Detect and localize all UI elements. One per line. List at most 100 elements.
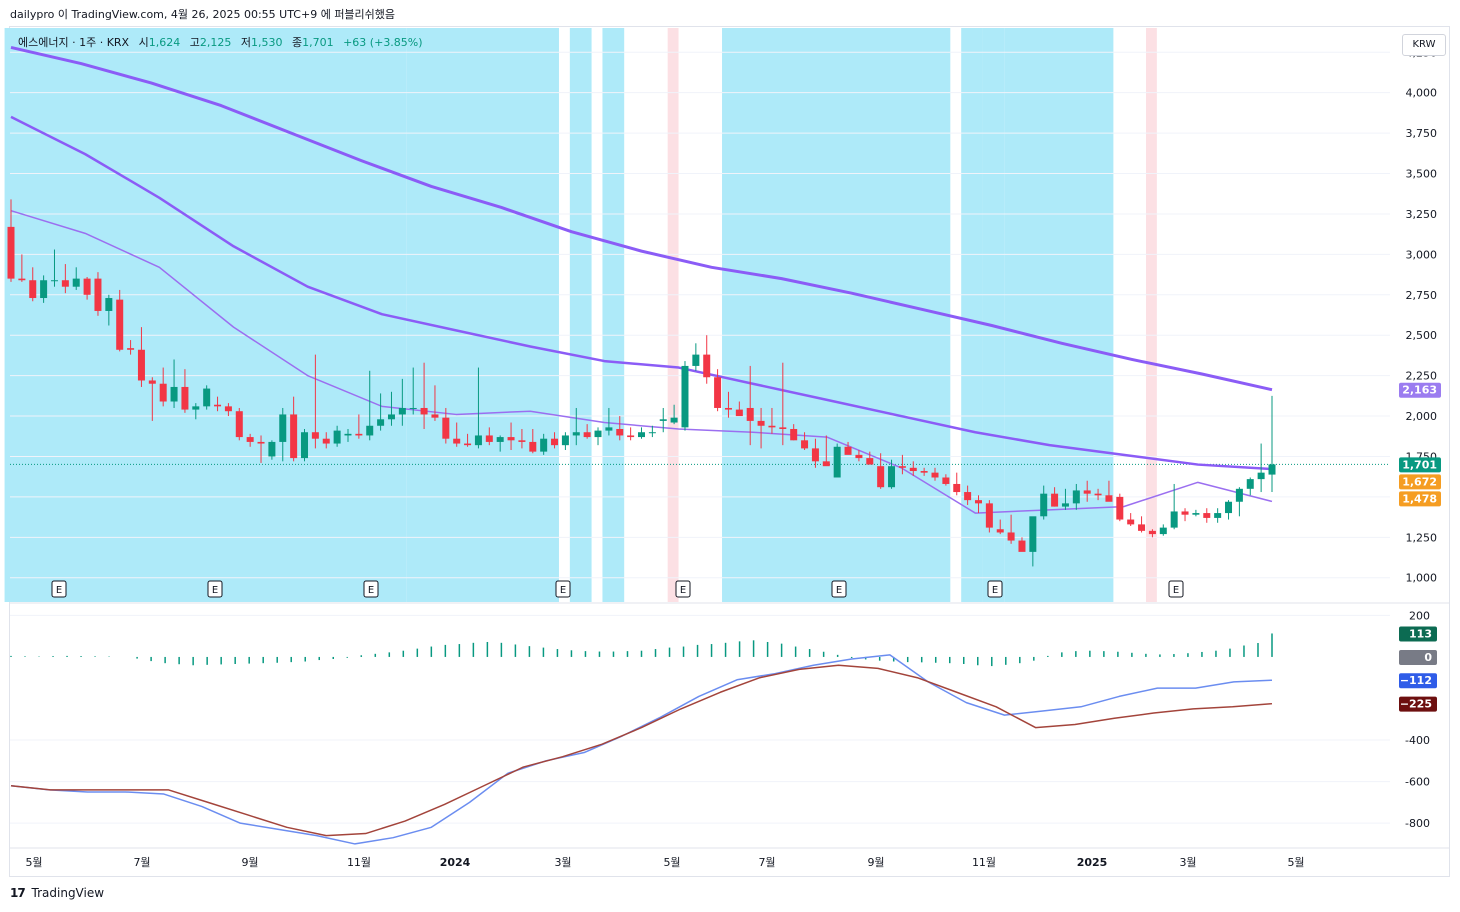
candle-body[interactable] xyxy=(1138,524,1146,531)
candle-body[interactable] xyxy=(279,414,287,442)
candle-body[interactable] xyxy=(931,472,939,478)
earnings-marker-icon[interactable]: E xyxy=(51,580,67,598)
candle-body[interactable] xyxy=(1181,511,1189,515)
candle-body[interactable] xyxy=(72,278,80,287)
candle-body[interactable] xyxy=(1105,495,1113,502)
candle-body[interactable] xyxy=(148,380,156,384)
candle-body[interactable] xyxy=(214,404,222,407)
candle-body[interactable] xyxy=(1257,472,1265,480)
candle-body[interactable] xyxy=(311,432,319,439)
candle-body[interactable] xyxy=(681,365,689,428)
candle-body[interactable] xyxy=(485,435,493,442)
candle-body[interactable] xyxy=(822,461,830,467)
candle-body[interactable] xyxy=(572,432,580,436)
candle-body[interactable] xyxy=(1051,493,1059,507)
candle-body[interactable] xyxy=(344,433,352,436)
candle-body[interactable] xyxy=(1159,527,1167,535)
candle-body[interactable] xyxy=(714,377,722,408)
candle-body[interactable] xyxy=(1170,511,1178,528)
candle-body[interactable] xyxy=(159,383,167,402)
candle-body[interactable] xyxy=(790,428,798,441)
candle-body[interactable] xyxy=(116,299,124,350)
candle-body[interactable] xyxy=(235,411,243,438)
candle-body[interactable] xyxy=(170,386,178,402)
candle-body[interactable] xyxy=(1116,496,1124,520)
candle-body[interactable] xyxy=(1083,490,1091,494)
candle-body[interactable] xyxy=(322,438,330,444)
currency-button[interactable]: KRW xyxy=(1402,34,1446,56)
earnings-marker-icon[interactable]: E xyxy=(987,580,1003,598)
candle-body[interactable] xyxy=(507,437,515,441)
candle-body[interactable] xyxy=(1007,532,1015,541)
candle-body[interactable] xyxy=(29,280,37,299)
candle-body[interactable] xyxy=(1127,519,1135,525)
earnings-marker-icon[interactable]: E xyxy=(363,580,379,598)
candle-body[interactable] xyxy=(1061,503,1069,507)
candle-body[interactable] xyxy=(844,446,852,455)
candle-body[interactable] xyxy=(464,443,472,446)
candle-body[interactable] xyxy=(529,441,537,452)
candle-body[interactable] xyxy=(420,407,428,415)
candle-body[interactable] xyxy=(127,348,135,350)
candle-body[interactable] xyxy=(137,349,145,381)
candle-body[interactable] xyxy=(540,438,548,452)
candle-body[interactable] xyxy=(768,425,776,428)
candle-body[interactable] xyxy=(474,435,482,446)
candle-body[interactable] xyxy=(605,427,613,431)
candle-body[interactable] xyxy=(877,466,885,488)
candle-body[interactable] xyxy=(61,280,69,287)
candle-body[interactable] xyxy=(442,417,450,439)
candle-body[interactable] xyxy=(181,386,189,410)
candle-body[interactable] xyxy=(974,500,982,504)
candle-body[interactable] xyxy=(627,435,635,438)
candle-body[interactable] xyxy=(366,425,374,436)
candle-body[interactable] xyxy=(387,414,395,420)
candle-body[interactable] xyxy=(833,446,841,478)
candle-body[interactable] xyxy=(735,409,743,417)
candle-body[interactable] xyxy=(18,278,26,281)
candle-body[interactable] xyxy=(301,432,309,459)
candle-body[interactable] xyxy=(561,435,569,446)
candle-body[interactable] xyxy=(409,407,417,409)
candle-body[interactable] xyxy=(648,432,656,434)
candle-body[interactable] xyxy=(1214,513,1222,518)
candle-body[interactable] xyxy=(431,414,439,418)
candle-body[interactable] xyxy=(496,437,504,442)
candle-body[interactable] xyxy=(703,354,711,378)
candle-body[interactable] xyxy=(105,298,113,311)
candle-body[interactable] xyxy=(801,440,809,449)
candle-body[interactable] xyxy=(355,433,363,436)
candle-body[interactable] xyxy=(638,432,645,438)
candle-body[interactable] xyxy=(246,437,254,442)
candle-body[interactable] xyxy=(83,278,91,295)
symbol-name[interactable]: 에스에너지 · 1주 · KRX xyxy=(18,36,130,49)
candle-body[interactable] xyxy=(996,529,1004,533)
candle-body[interactable] xyxy=(333,430,341,444)
candle-body[interactable] xyxy=(1192,513,1200,515)
candle-body[interactable] xyxy=(377,419,385,426)
earnings-marker-icon[interactable]: E xyxy=(555,580,571,598)
candle-body[interactable] xyxy=(1268,464,1276,475)
candle-body[interactable] xyxy=(453,438,461,444)
candle-body[interactable] xyxy=(811,448,819,462)
candle-body[interactable] xyxy=(1029,516,1037,552)
candle-body[interactable] xyxy=(583,432,591,438)
earnings-marker-icon[interactable]: E xyxy=(1168,580,1184,598)
candle-body[interactable] xyxy=(1148,530,1156,535)
candle-body[interactable] xyxy=(1203,513,1211,518)
candle-body[interactable] xyxy=(1094,493,1102,496)
candle-body[interactable] xyxy=(855,454,863,459)
candle-body[interactable] xyxy=(616,428,624,436)
candle-body[interactable] xyxy=(94,278,102,311)
candle-body[interactable] xyxy=(920,471,928,473)
candle-body[interactable] xyxy=(203,388,211,407)
candle-body[interactable] xyxy=(1246,479,1254,489)
candle-body[interactable] xyxy=(40,280,48,299)
earnings-marker-icon[interactable]: E xyxy=(675,580,691,598)
candle-body[interactable] xyxy=(268,441,276,457)
candle-body[interactable] xyxy=(757,420,765,426)
earnings-marker-icon[interactable]: E xyxy=(207,580,223,598)
candle-body[interactable] xyxy=(1018,540,1026,552)
candle-body[interactable] xyxy=(953,483,961,493)
